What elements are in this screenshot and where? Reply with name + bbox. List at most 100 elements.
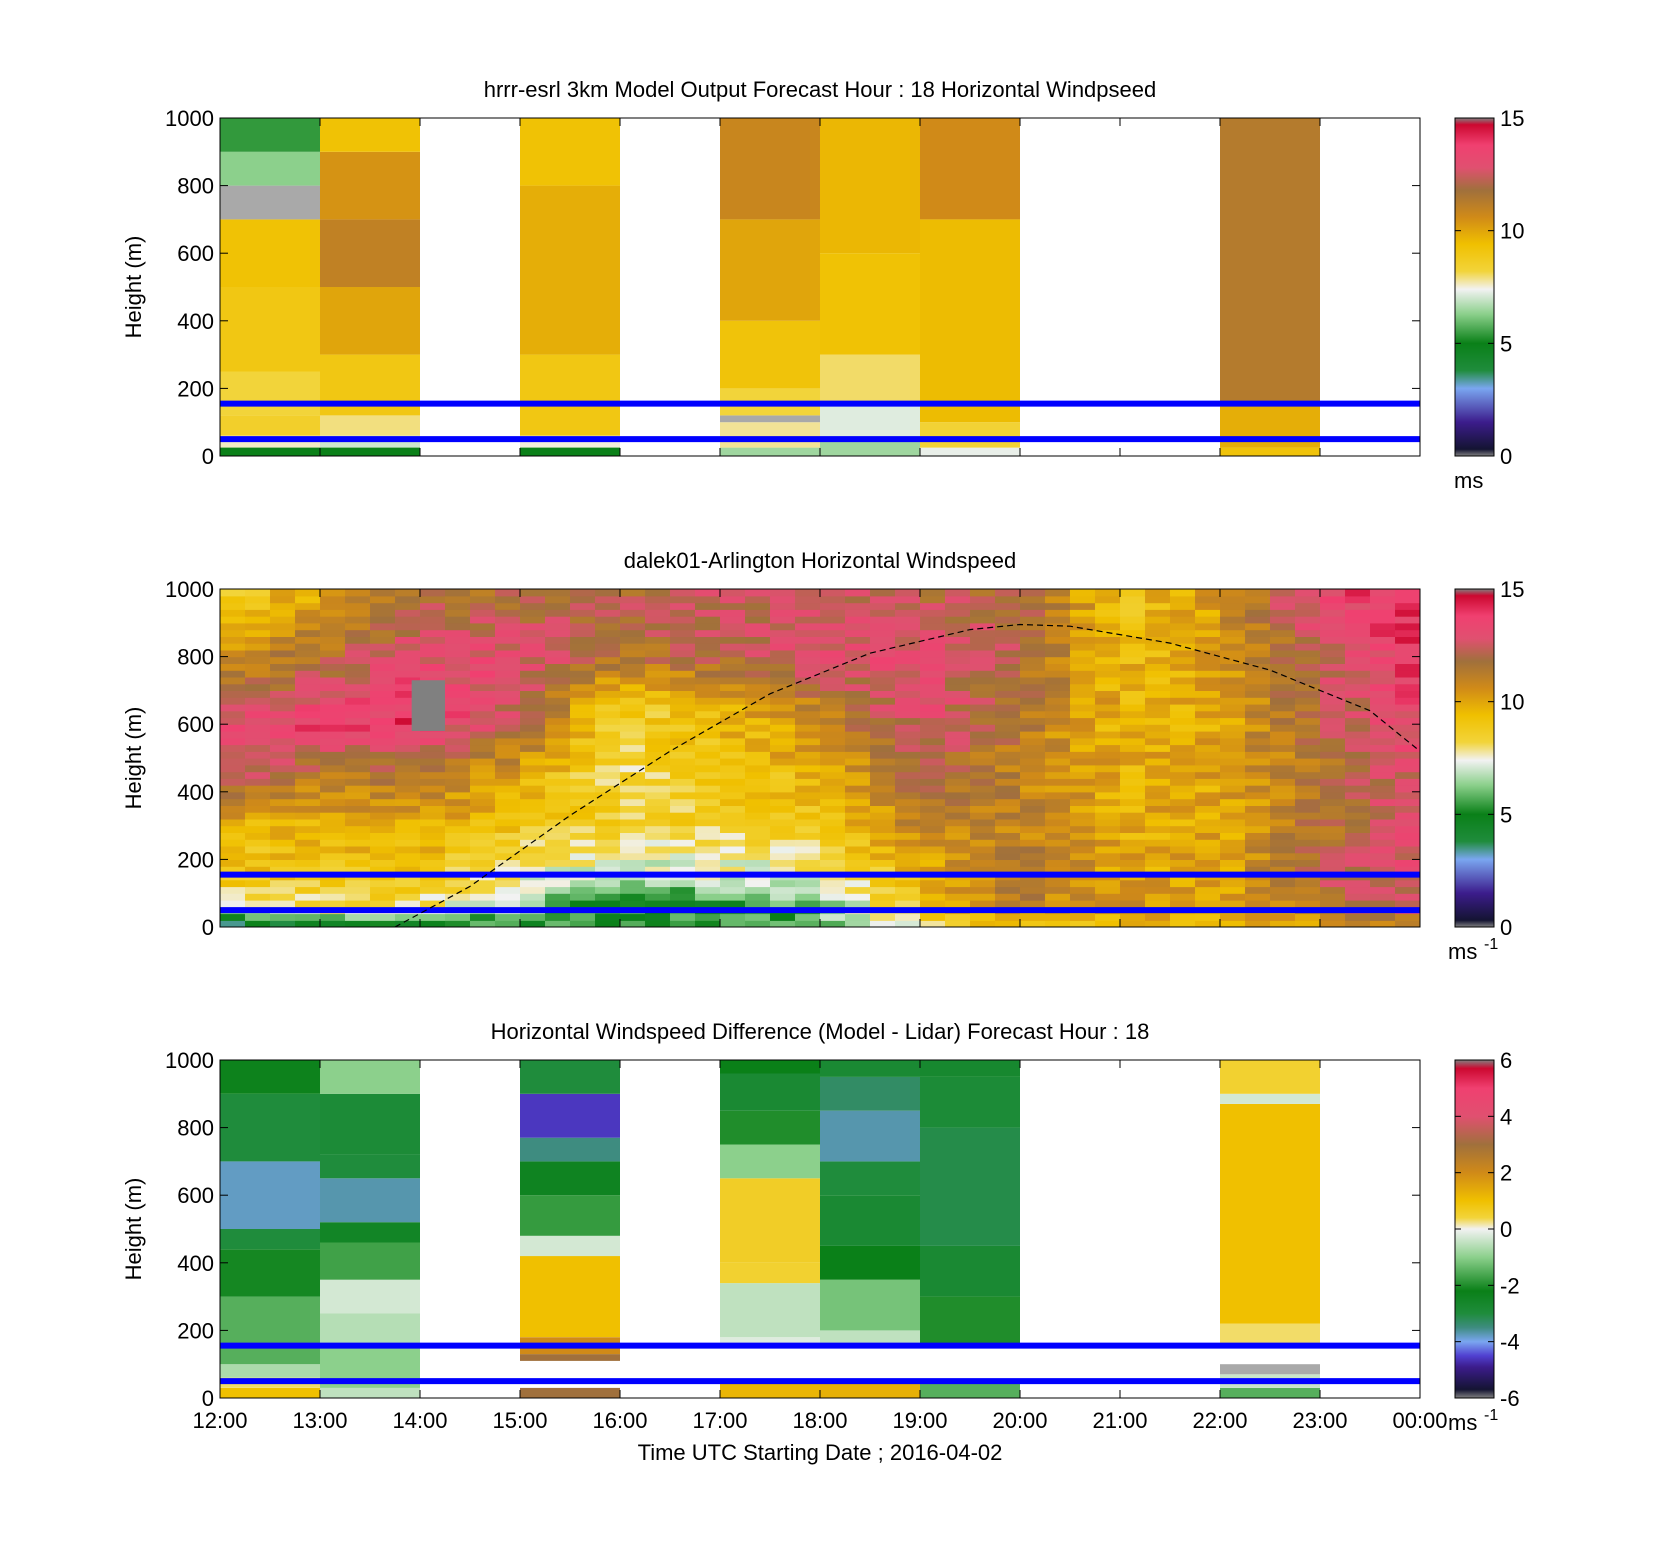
heatmap-cell <box>970 649 996 658</box>
heatmap-cell <box>1395 818 1420 827</box>
heatmap-cell <box>920 805 946 813</box>
heatmap-cell <box>1095 622 1121 631</box>
heatmap-cell <box>1095 690 1121 698</box>
heatmap-cell <box>1020 663 1046 671</box>
heatmap-cell <box>895 758 921 766</box>
heatmap-cell <box>1320 629 1346 637</box>
heatmap-cell <box>970 602 996 610</box>
heatmap-cell <box>795 778 821 786</box>
heatmap-cell <box>695 825 721 833</box>
heatmap-cell <box>695 859 721 867</box>
heatmap-cell <box>1045 805 1071 813</box>
heatmap-cell <box>545 744 571 752</box>
heatmap-cell <box>420 845 446 854</box>
heatmap-cell <box>1320 852 1346 860</box>
heatmap-cell <box>595 649 621 658</box>
heatmap-cell <box>245 785 271 793</box>
heatmap-cell <box>495 703 521 712</box>
heatmap-cell <box>245 697 271 705</box>
heatmap-cell <box>1245 791 1271 800</box>
heatmap-cell <box>445 920 471 927</box>
heatmap-cell <box>1145 845 1171 854</box>
heatmap-cell <box>220 852 246 860</box>
heatmap-cell <box>920 1245 1020 1297</box>
heatmap-cell <box>720 697 746 705</box>
heatmap-cell <box>445 643 471 651</box>
heatmap-cell <box>845 785 871 793</box>
heatmap-cell <box>1220 697 1246 705</box>
heatmap-cell <box>445 649 471 658</box>
heatmap-cell <box>245 589 271 597</box>
heatmap-cell <box>1045 771 1071 779</box>
heatmap-cell <box>1370 656 1396 664</box>
heatmap-cell <box>445 839 471 847</box>
heatmap-cell <box>220 879 246 888</box>
heatmap-cell <box>720 710 746 719</box>
heatmap-cell <box>1320 622 1346 631</box>
heatmap-cell <box>1045 920 1071 927</box>
heatmap-cell <box>1245 717 1271 725</box>
heatmap-cell <box>395 717 421 725</box>
heatmap-cell <box>895 676 921 685</box>
heatmap-cell <box>370 879 396 888</box>
heatmap-cell <box>1245 656 1271 664</box>
heatmap-cell <box>620 805 646 813</box>
heatmap-cell <box>1045 832 1071 840</box>
heatmap-cell <box>870 683 896 691</box>
heatmap-cell <box>295 656 321 664</box>
heatmap-cell <box>1120 629 1146 637</box>
heatmap-cell <box>270 622 296 631</box>
heatmap-cell <box>1045 778 1071 786</box>
heatmap-cell <box>370 676 396 685</box>
heatmap-cell <box>320 447 420 456</box>
heatmap-cell <box>870 839 896 847</box>
heatmap-cell <box>1170 845 1196 854</box>
heatmap-cell <box>495 622 521 631</box>
heatmap-cell <box>545 832 571 840</box>
heatmap-cell <box>1170 785 1196 793</box>
heatmap-cell <box>645 778 671 786</box>
heatmap-cell <box>770 636 796 644</box>
heatmap-cell <box>345 629 371 637</box>
heatmap-cell <box>495 670 521 678</box>
y-tick-label: 1000 <box>165 106 214 131</box>
heatmap-cell <box>770 622 796 631</box>
heatmap-cell <box>695 629 721 637</box>
heatmap-cell <box>1145 663 1171 671</box>
heatmap-cell <box>445 636 471 644</box>
heatmap-cell <box>420 764 446 773</box>
heatmap-cell <box>1045 717 1071 725</box>
heatmap-cell <box>1145 697 1171 705</box>
heatmap-cell <box>495 697 521 705</box>
heatmap-cell <box>345 751 371 759</box>
heatmap-cell <box>570 879 596 888</box>
heatmap-cell <box>1270 670 1296 678</box>
heatmap-cell <box>445 595 471 604</box>
heatmap-cell <box>1395 724 1420 732</box>
heatmap-cell <box>695 812 721 820</box>
heatmap-cell <box>445 764 471 773</box>
heatmap-cell <box>945 622 971 631</box>
heatmap-cell <box>470 859 496 867</box>
heatmap-cell <box>770 703 796 712</box>
heatmap-cell <box>495 724 521 732</box>
heatmap-cell <box>995 629 1021 637</box>
heatmap-cell <box>1170 825 1196 833</box>
heatmap-cell <box>1270 629 1296 637</box>
heatmap-cell <box>1145 818 1171 827</box>
heatmap-cell <box>795 690 821 698</box>
heatmap-cell <box>920 744 946 752</box>
y-tick-label: 400 <box>177 1251 214 1276</box>
heatmap-cell <box>820 785 846 793</box>
heatmap-cell <box>995 731 1021 739</box>
heatmap-cell <box>470 771 496 779</box>
heatmap-cell <box>645 852 671 860</box>
heatmap-cell <box>545 900 571 908</box>
heatmap-cell <box>345 839 371 847</box>
heatmap-cell <box>1045 825 1071 833</box>
heatmap-cell <box>320 1154 420 1179</box>
heatmap-cell <box>1145 737 1171 746</box>
heatmap-cell <box>1220 879 1246 888</box>
heatmap-cell <box>1370 900 1396 908</box>
heatmap-cell <box>1395 758 1420 766</box>
